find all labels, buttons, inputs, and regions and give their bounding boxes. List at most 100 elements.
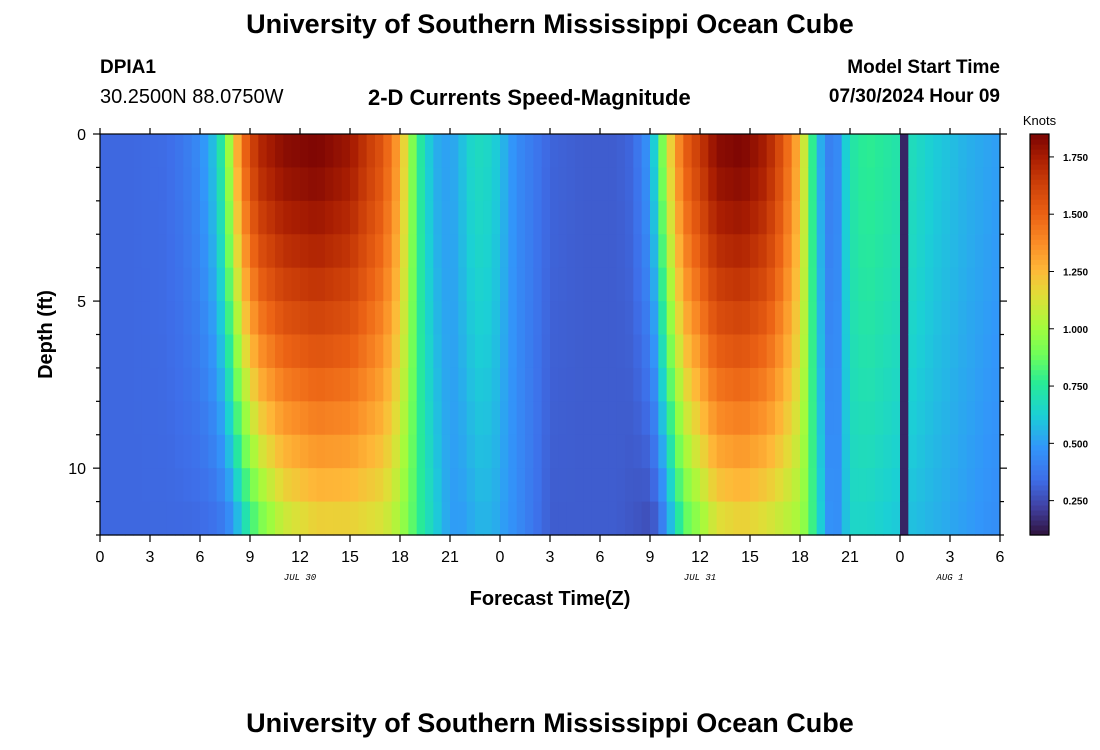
colorbar-segment (1030, 159, 1049, 165)
heatmap-cell (933, 401, 943, 436)
colorbar-segment (1030, 484, 1049, 491)
heatmap-cell (725, 468, 734, 503)
heatmap-cell (266, 301, 276, 336)
heatmap-cell (808, 501, 818, 536)
heatmap-cell (391, 468, 401, 503)
heatmap-cell (558, 134, 568, 169)
heatmap-cell (658, 167, 668, 202)
heatmap-cell (216, 200, 226, 235)
colorbar-segment (1030, 314, 1049, 321)
heatmap-cell (933, 234, 943, 269)
heatmap-cell (933, 167, 943, 202)
heatmap-cell (300, 401, 309, 436)
heatmap-cell (833, 301, 843, 336)
heatmap-cell (150, 200, 159, 235)
heatmap-cell (300, 200, 309, 235)
heatmap-cell (841, 267, 851, 302)
heatmap-cell (283, 468, 293, 503)
heatmap-cell (350, 301, 359, 336)
heatmap-cell (591, 401, 601, 436)
heatmap-cell (183, 167, 193, 202)
heatmap-cell (825, 334, 834, 369)
heatmap-cell (566, 134, 576, 169)
heatmap-cell (750, 267, 759, 302)
colorbar-segment (1030, 354, 1049, 361)
heatmap-cell (725, 434, 734, 469)
heatmap-cell (975, 167, 984, 202)
heatmap-cell (616, 234, 626, 269)
heatmap-cell (750, 134, 759, 169)
footer-title: University of Southern Mississippi Ocean… (246, 708, 854, 738)
heatmap-cell (991, 301, 1001, 336)
heatmap-cell (125, 167, 134, 202)
heatmap-cell (591, 334, 601, 369)
x-tick-label: 9 (646, 549, 655, 566)
heatmap-cell (983, 134, 993, 169)
heatmap-cell (541, 468, 551, 503)
heatmap-cell (441, 134, 451, 169)
heatmap-cell (250, 434, 259, 469)
heatmap-cell (341, 267, 351, 302)
heatmap-cell (650, 301, 659, 336)
heatmap-cell (350, 334, 359, 369)
station-coordinates: 30.2500N 88.0750W (100, 86, 284, 108)
heatmap-cell (158, 501, 168, 536)
heatmap-cell (891, 234, 901, 269)
heatmap-cell (591, 301, 601, 336)
heatmap-cell (466, 267, 476, 302)
heatmap-cell (225, 301, 234, 336)
heatmap-cell (866, 367, 876, 402)
heatmap-cell (575, 434, 584, 469)
colorbar-frame (1029, 133, 1050, 536)
heatmap-cell (291, 134, 301, 169)
heatmap-cell (816, 167, 826, 202)
heatmap-cell (416, 301, 426, 336)
heatmap-cell (200, 267, 209, 302)
heatmap-cell (733, 334, 743, 369)
heatmap-cell (491, 367, 501, 402)
heatmap-cell (341, 167, 351, 202)
model-start-label: Model Start Time (847, 57, 1000, 78)
heatmap-cell (725, 134, 734, 169)
heatmap-cell (175, 468, 184, 503)
heatmap-cell (833, 434, 843, 469)
heatmap-cell (216, 167, 226, 202)
heatmap-cell (116, 234, 126, 269)
heatmap-cell (525, 334, 534, 369)
heatmap-cell (966, 401, 976, 436)
heatmap-cell (933, 267, 943, 302)
heatmap-cell (475, 301, 484, 336)
heatmap-cell (433, 434, 443, 469)
heatmap-cell (150, 267, 159, 302)
heatmap-cell (316, 134, 326, 169)
heatmap-cell (641, 367, 651, 402)
heatmap-cell (450, 167, 459, 202)
heatmap-cell (933, 134, 943, 169)
heatmap-cell (575, 468, 584, 503)
heatmap-cell (208, 367, 218, 402)
heatmap-cell (216, 501, 226, 536)
heatmap-cell (666, 434, 676, 469)
heatmap-cell (216, 434, 226, 469)
heatmap-cell (491, 434, 501, 469)
heatmap-cell (541, 134, 551, 169)
colorbar-segment (1030, 199, 1049, 205)
heatmap-cell (783, 167, 793, 202)
heatmap-cell (208, 200, 218, 235)
heatmap-cell (475, 200, 484, 235)
heatmap-cell (891, 367, 901, 402)
heatmap-cell (833, 200, 843, 235)
heatmap-cell (983, 468, 993, 503)
heatmap-cell (525, 134, 534, 169)
heatmap-cell (658, 367, 668, 402)
heatmap-cell (425, 401, 434, 436)
heatmap-cell (483, 301, 493, 336)
heatmap-cell (241, 167, 251, 202)
heatmap-cell (708, 267, 718, 302)
heatmap-cell (458, 167, 468, 202)
heatmap-cell (483, 134, 493, 169)
heatmap-cell (908, 200, 918, 235)
colorbar-segment (1030, 519, 1049, 526)
heatmap-cell (741, 167, 751, 202)
heatmap-cell (791, 234, 801, 269)
